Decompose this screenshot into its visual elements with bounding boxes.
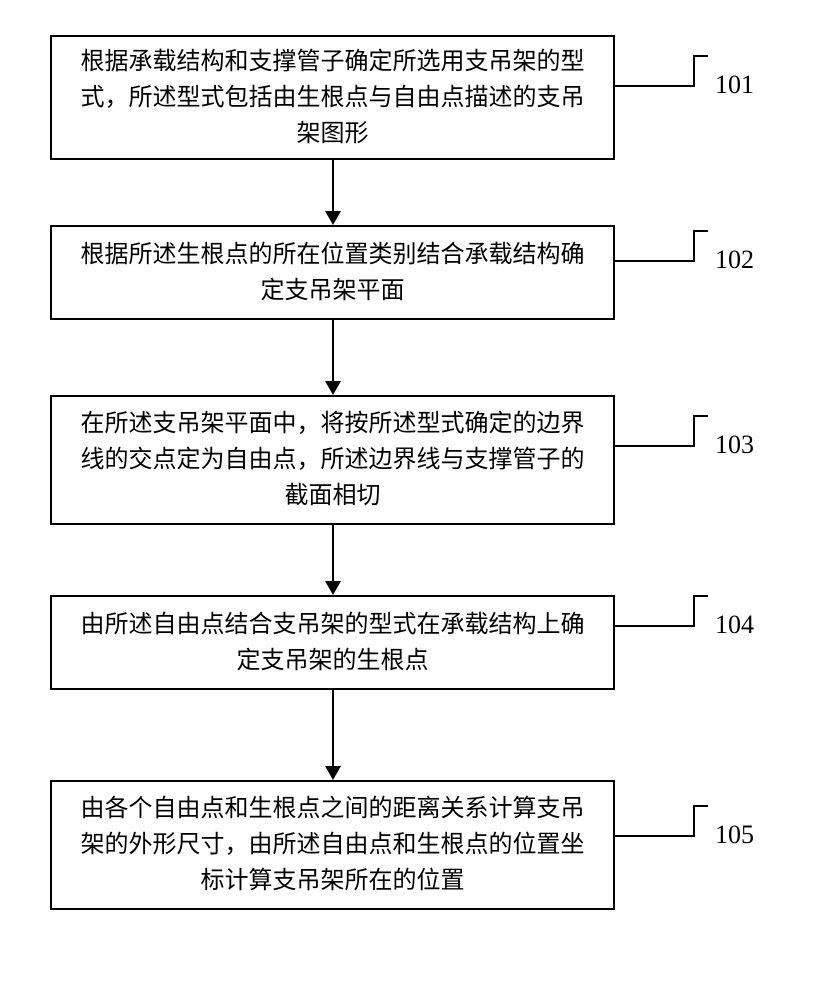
label-connector-103-h [615, 445, 695, 447]
arrow-head-4 [325, 766, 341, 780]
label-connector-102-h [615, 260, 695, 262]
step-label-101: 101 [715, 70, 754, 100]
label-connector-105-h2 [693, 805, 708, 807]
step-box-102: 根据所述生根点的所在位置类别结合承载结构确定支吊架平面 [50, 225, 615, 320]
arrow-head-2 [325, 381, 341, 395]
step-box-104: 由所述自由点结合支吊架的型式在承载结构上确定支吊架的生根点 [50, 595, 615, 690]
label-connector-101-v [693, 55, 695, 87]
arrow-3 [332, 525, 334, 581]
label-connector-105-v [693, 805, 695, 837]
label-connector-102-h2 [693, 230, 708, 232]
label-connector-102-v [693, 230, 695, 262]
arrow-head-1 [325, 211, 341, 225]
label-connector-101-h [615, 85, 695, 87]
step-text-103: 在所述支吊架平面中，将按所述型式确定的边界线的交点定为自由点，所述边界线与支撑管… [70, 406, 595, 514]
step-text-105: 由各个自由点和生根点之间的距离关系计算支吊架的外形尺寸，由所述自由点和生根点的位… [70, 791, 595, 899]
label-connector-105-h [615, 835, 695, 837]
step-text-102: 根据所述生根点的所在位置类别结合承载结构确定支吊架平面 [70, 237, 595, 309]
arrow-2 [332, 320, 334, 381]
arrow-1 [332, 160, 334, 211]
step-label-103: 103 [715, 430, 754, 460]
arrow-4 [332, 690, 334, 766]
label-connector-103-v [693, 415, 695, 447]
flowchart-container: 根据承载结构和支撑管子确定所选用支吊架的型式，所述型式包括由生根点与自由点描述的… [0, 0, 814, 1000]
label-connector-101-h2 [693, 55, 708, 57]
label-connector-104-v [693, 595, 695, 627]
label-connector-103-h2 [693, 415, 708, 417]
step-box-103: 在所述支吊架平面中，将按所述型式确定的边界线的交点定为自由点，所述边界线与支撑管… [50, 395, 615, 525]
step-label-105: 105 [715, 820, 754, 850]
label-connector-104-h2 [693, 595, 708, 597]
arrow-head-3 [325, 581, 341, 595]
step-label-104: 104 [715, 610, 754, 640]
label-connector-104-h [615, 625, 695, 627]
step-box-101: 根据承载结构和支撑管子确定所选用支吊架的型式，所述型式包括由生根点与自由点描述的… [50, 35, 615, 160]
step-text-101: 根据承载结构和支撑管子确定所选用支吊架的型式，所述型式包括由生根点与自由点描述的… [70, 44, 595, 152]
step-text-104: 由所述自由点结合支吊架的型式在承载结构上确定支吊架的生根点 [70, 607, 595, 679]
step-box-105: 由各个自由点和生根点之间的距离关系计算支吊架的外形尺寸，由所述自由点和生根点的位… [50, 780, 615, 910]
step-label-102: 102 [715, 245, 754, 275]
